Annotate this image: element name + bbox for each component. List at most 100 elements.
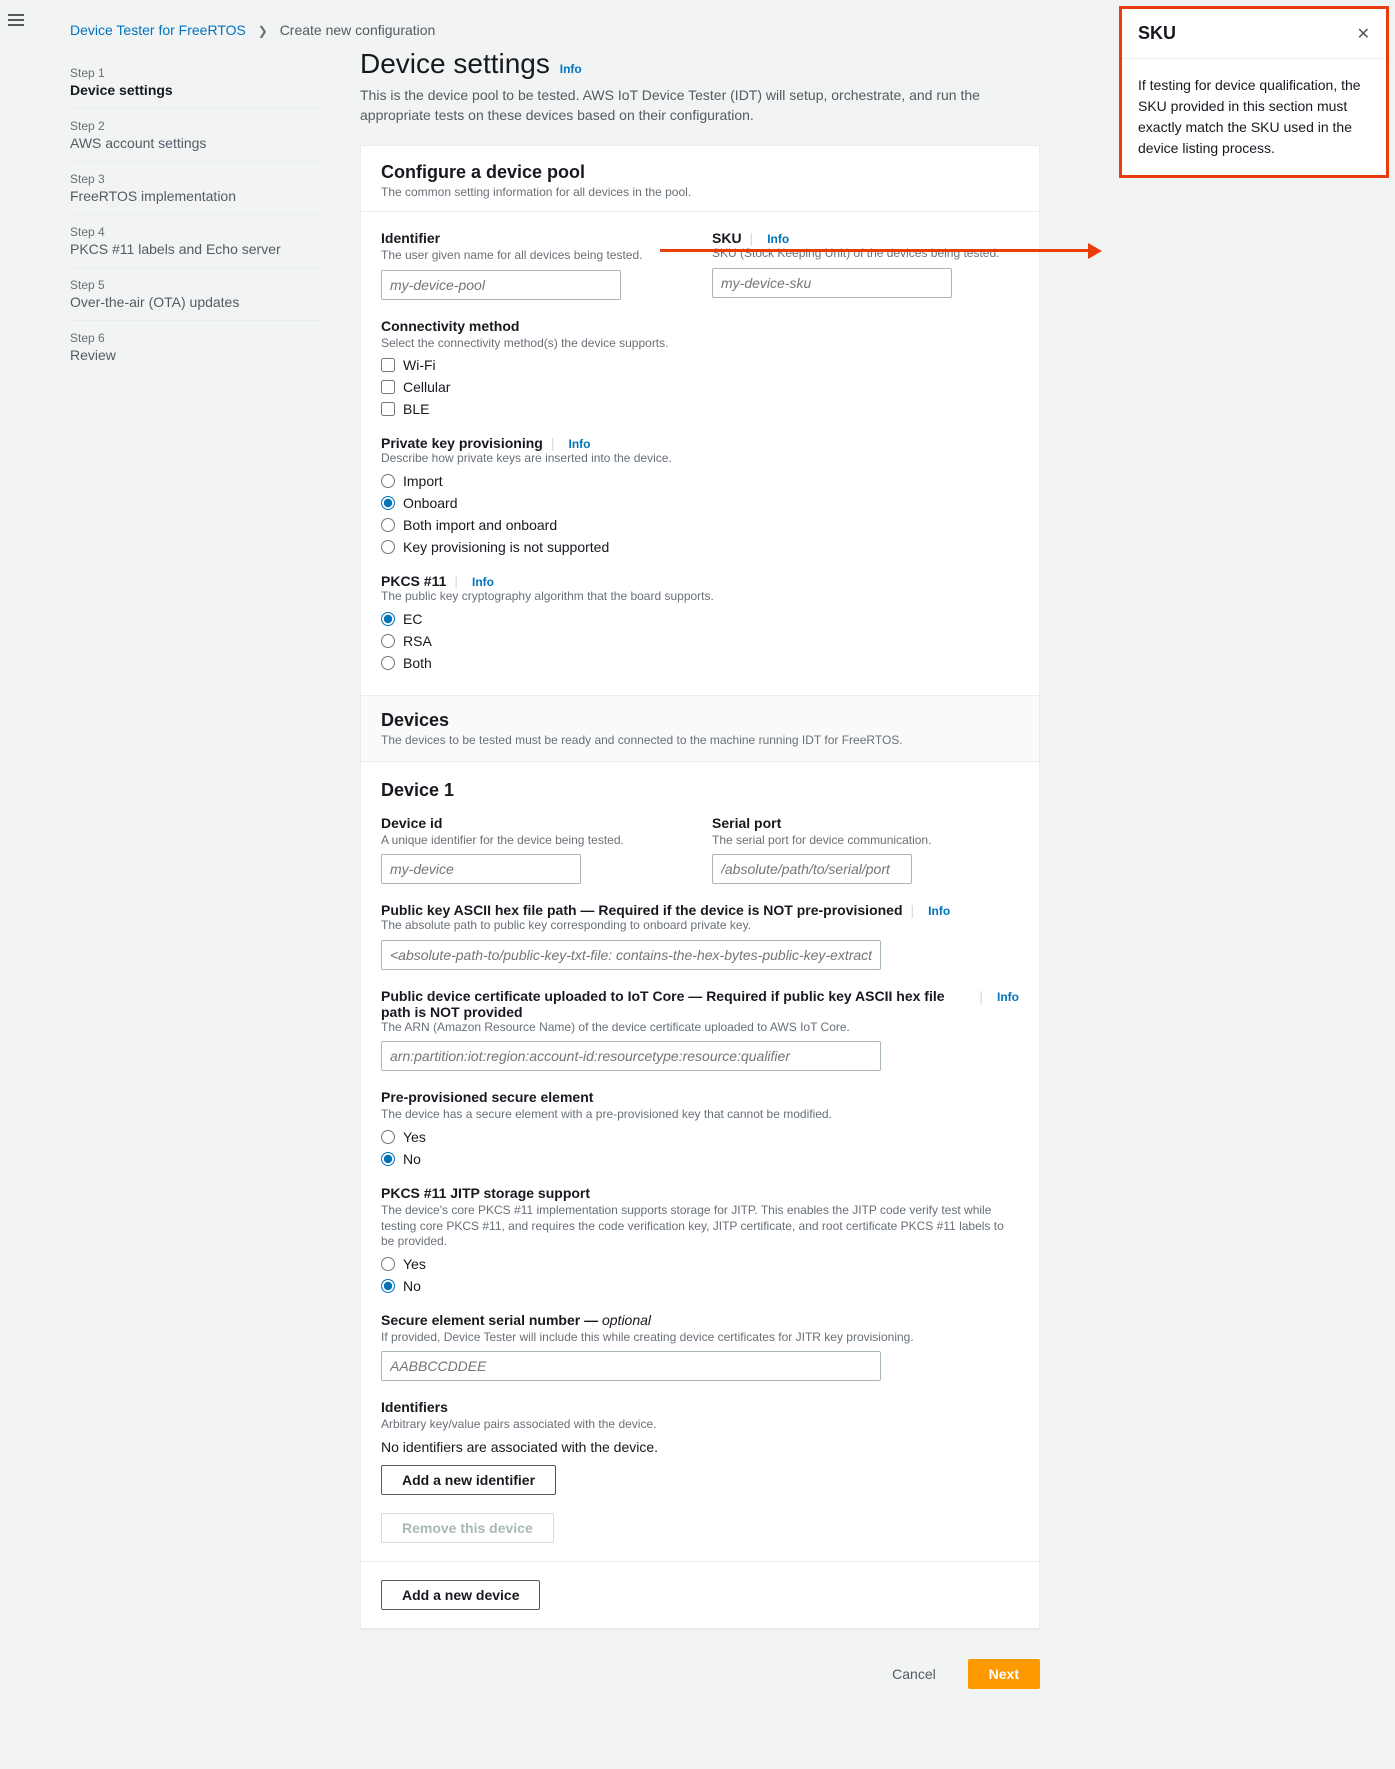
identifier-label: Identifier — [381, 230, 688, 246]
step-num: Step 1 — [70, 66, 320, 80]
radio[interactable] — [381, 656, 395, 670]
devices-subtitle: The devices to be tested must be ready a… — [381, 733, 1019, 747]
ident-empty: No identifiers are associated with the d… — [381, 1439, 1019, 1455]
option-label: Both — [403, 655, 432, 671]
radio[interactable] — [381, 496, 395, 510]
radio[interactable] — [381, 1257, 395, 1271]
connectivity-label: Connectivity method — [381, 318, 1019, 334]
identifier-input[interactable] — [381, 270, 621, 300]
chevron-right-icon: ❯ — [258, 24, 268, 38]
step-name: AWS account settings — [70, 135, 320, 151]
option-label: Cellular — [403, 379, 450, 395]
pkp-desc: Describe how private keys are inserted i… — [381, 451, 1019, 467]
pubkey-info-link[interactable]: Info — [928, 904, 950, 918]
pkcs-info-link[interactable]: Info — [472, 575, 494, 589]
pubkey-input[interactable] — [381, 940, 881, 970]
checkbox[interactable] — [381, 402, 395, 416]
step-name: PKCS #11 labels and Echo server — [70, 241, 320, 257]
option-label: RSA — [403, 633, 432, 649]
cert-input[interactable] — [381, 1041, 881, 1071]
breadcrumb-root[interactable]: Device Tester for FreeRTOS — [70, 22, 246, 38]
option-label: Yes — [403, 1256, 426, 1272]
ident-label: Identifiers — [381, 1399, 1019, 1415]
radio[interactable] — [381, 612, 395, 626]
pkp-label: Private key provisioning — [381, 435, 543, 451]
device-id-input[interactable] — [381, 854, 581, 884]
cert-desc: The ARN (Amazon Resource Name) of the de… — [381, 1020, 1019, 1036]
sesn-desc: If provided, Device Tester will include … — [381, 1330, 1019, 1346]
device1-heading: Device 1 — [381, 780, 1019, 801]
cancel-button[interactable]: Cancel — [872, 1660, 956, 1688]
radio[interactable] — [381, 634, 395, 648]
step-name: FreeRTOS implementation — [70, 188, 320, 204]
pkp-info-link[interactable]: Info — [568, 437, 590, 451]
checkbox[interactable] — [381, 380, 395, 394]
device-id-label: Device id — [381, 815, 688, 831]
secure-desc: The device has a secure element with a p… — [381, 1107, 1019, 1123]
next-button[interactable]: Next — [968, 1659, 1040, 1689]
radio[interactable] — [381, 540, 395, 554]
connectivity-desc: Select the connectivity method(s) the de… — [381, 336, 1019, 352]
step-num: Step 2 — [70, 119, 320, 133]
wizard-step[interactable]: Step 6Review — [70, 321, 320, 373]
pkcs-label: PKCS #11 — [381, 573, 446, 589]
pubkey-desc: The absolute path to public key correspo… — [381, 918, 1019, 934]
pubkey-label: Public key ASCII hex file path — Require… — [381, 902, 903, 918]
option-label: BLE — [403, 401, 429, 417]
sku-input[interactable] — [712, 268, 952, 298]
secure-label: Pre-provisioned secure element — [381, 1089, 1019, 1105]
option-label: Import — [403, 473, 443, 489]
step-num: Step 5 — [70, 278, 320, 292]
option-label: EC — [403, 611, 422, 627]
breadcrumb-current: Create new configuration — [280, 22, 436, 38]
close-icon[interactable]: ✕ — [1357, 24, 1370, 44]
step-num: Step 3 — [70, 172, 320, 186]
radio[interactable] — [381, 474, 395, 488]
remove-device-button[interactable]: Remove this device — [381, 1513, 554, 1543]
option-label: Key provisioning is not supported — [403, 539, 609, 555]
sku-info-link[interactable]: Info — [767, 232, 789, 246]
step-name: Over-the-air (OTA) updates — [70, 294, 320, 310]
radio[interactable] — [381, 1279, 395, 1293]
page-info-link[interactable]: Info — [560, 62, 582, 76]
option-label: No — [403, 1278, 421, 1294]
add-device-button[interactable]: Add a new device — [381, 1580, 540, 1610]
pool-subtitle: The common setting information for all d… — [381, 185, 1019, 199]
step-num: Step 6 — [70, 331, 320, 345]
radio[interactable] — [381, 1152, 395, 1166]
ident-desc: Arbitrary key/value pairs associated wit… — [381, 1417, 1019, 1433]
cert-info-link[interactable]: Info — [997, 990, 1019, 1004]
identifier-desc: The user given name for all devices bein… — [381, 248, 688, 264]
radio[interactable] — [381, 1130, 395, 1144]
devices-title: Devices — [381, 710, 1019, 731]
sesn-label: Secure element serial number — optional — [381, 1312, 1019, 1328]
serial-label: Serial port — [712, 815, 1019, 831]
option-label: Both import and onboard — [403, 517, 557, 533]
hamburger-icon[interactable] — [8, 10, 28, 30]
sku-label: SKU — [712, 230, 742, 246]
wizard-step[interactable]: Step 3 FreeRTOS implementation — [70, 162, 320, 215]
option-label: No — [403, 1151, 421, 1167]
option-label: Wi-Fi — [403, 357, 436, 373]
wizard-step[interactable]: Step 2 AWS account settings — [70, 109, 320, 162]
help-body: If testing for device qualification, the… — [1122, 59, 1386, 175]
option-label: Yes — [403, 1129, 426, 1145]
radio[interactable] — [381, 518, 395, 532]
wizard-stepper: Step 1Device settings Step 2 AWS account s… — [70, 48, 320, 1769]
wizard-step[interactable]: Step 1Device settings — [70, 56, 320, 109]
callout-arrow — [660, 249, 1090, 252]
page-title: Device settings — [360, 48, 550, 80]
serial-input[interactable] — [712, 854, 912, 884]
page-description: This is the device pool to be tested. AW… — [360, 86, 1040, 125]
checkbox[interactable] — [381, 358, 395, 372]
wizard-step[interactable]: Step 4PKCS #11 labels and Echo server — [70, 215, 320, 268]
pool-title: Configure a device pool — [381, 162, 1019, 183]
help-panel: SKU ✕ If testing for device qualificatio… — [1119, 6, 1389, 178]
sesn-input[interactable] — [381, 1351, 881, 1381]
device-id-desc: A unique identifier for the device being… — [381, 833, 688, 849]
pkcs-desc: The public key cryptography algorithm th… — [381, 589, 1019, 605]
wizard-step[interactable]: Step 5 Over-the-air (OTA) updates — [70, 268, 320, 321]
cert-label: Public device certificate uploaded to Io… — [381, 988, 971, 1020]
option-label: Onboard — [403, 495, 457, 511]
add-identifier-button[interactable]: Add a new identifier — [381, 1465, 556, 1495]
